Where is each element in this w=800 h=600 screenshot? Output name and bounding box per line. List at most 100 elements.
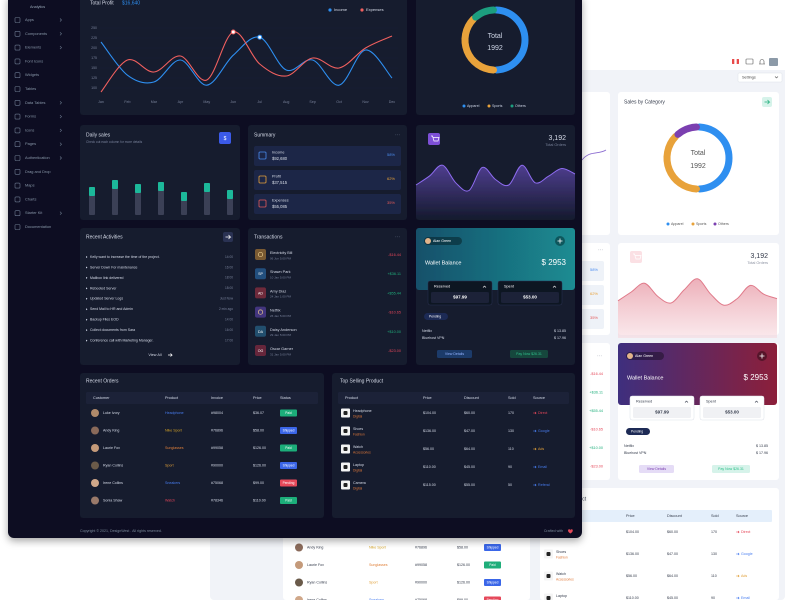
label: 24 Jan 1:00 PM xyxy=(270,295,292,299)
bar-cap xyxy=(227,190,233,199)
transaction-icon xyxy=(255,287,266,299)
x-tick-label: Jul xyxy=(257,100,262,104)
bar-cap xyxy=(112,180,118,189)
label: -$10.65 xyxy=(590,428,603,432)
pay-button[interactable] xyxy=(712,465,750,473)
activity-time: 14:00 xyxy=(225,255,233,259)
menu-icon xyxy=(14,30,21,37)
label: Laptop xyxy=(556,594,567,598)
label: Electricity Bill xyxy=(270,251,293,255)
orders-label: Total Orders xyxy=(747,261,768,265)
column-header: Product xyxy=(165,396,179,400)
view-all: View All xyxy=(148,353,161,357)
x-tick-label: Dec xyxy=(389,100,396,104)
donut-segment xyxy=(663,132,700,193)
back-profit-line xyxy=(581,149,607,161)
x-tick-label: Feb xyxy=(124,100,130,104)
legend-label: Sports xyxy=(696,222,707,226)
label: $126.00 xyxy=(457,580,470,584)
transaction-icon xyxy=(255,345,266,356)
menu-item: Elements xyxy=(25,45,41,50)
label: Paid xyxy=(285,498,292,502)
label: Irene Collins xyxy=(307,598,327,600)
label: $110.00 xyxy=(626,596,639,600)
menu-item: Font Icons xyxy=(25,58,43,63)
status-badge xyxy=(280,427,297,434)
bullet xyxy=(86,266,88,269)
label: Direct xyxy=(538,411,547,415)
y-tick-label: 225 xyxy=(91,36,97,40)
orders-total: 3,192 xyxy=(750,253,768,260)
status-badge xyxy=(484,544,501,551)
heart xyxy=(568,529,573,534)
label: Sneakers xyxy=(369,598,384,600)
activity-text: Updated Server Logs xyxy=(90,297,123,301)
menu-icon xyxy=(14,86,21,92)
chevron xyxy=(754,400,759,403)
label: $37,515 xyxy=(272,180,288,185)
orders-icon xyxy=(428,133,440,145)
donut-segment xyxy=(696,123,733,193)
label: +$55.44 xyxy=(387,291,401,295)
user-avatar xyxy=(627,353,633,359)
daily-icon xyxy=(219,132,231,144)
wallet-value-bg xyxy=(501,292,559,303)
label: 62% xyxy=(387,176,395,181)
pay-button[interactable] xyxy=(510,350,548,358)
label: Laptop xyxy=(353,463,364,467)
card xyxy=(416,0,575,115)
product-glyph xyxy=(343,483,348,487)
label: Netflix xyxy=(422,329,432,333)
label: 90 xyxy=(711,596,715,600)
activity-text: Collect documents from Sara xyxy=(90,328,135,332)
source-arrow xyxy=(736,552,740,556)
activity-text: Conference call with Marketing Manager. xyxy=(90,339,153,343)
summary-icon xyxy=(258,151,267,160)
menu-icon xyxy=(14,169,21,175)
menu-item: Widgets xyxy=(25,72,39,77)
label: Sport xyxy=(369,580,378,584)
label: Ads xyxy=(538,447,544,451)
legend-dot xyxy=(487,104,491,108)
product-glyph xyxy=(343,411,348,415)
label: 170 xyxy=(711,530,717,534)
details-button[interactable] xyxy=(639,465,674,473)
label: 110 xyxy=(711,574,717,578)
product-glyph xyxy=(546,574,551,578)
x-tick-label: Mar xyxy=(151,100,158,104)
column-header: Customer xyxy=(93,396,110,400)
customer-avatar xyxy=(91,479,99,487)
source-arrow xyxy=(533,411,537,415)
summary-row xyxy=(254,170,401,190)
bullet xyxy=(86,287,88,290)
label: Paid xyxy=(285,411,292,415)
label: $126.00 xyxy=(253,446,266,450)
label: $ 13.85 xyxy=(554,329,566,333)
label: $99.00 xyxy=(457,598,468,600)
label: $45.00 xyxy=(464,465,475,469)
label: $60.00 xyxy=(464,411,475,415)
legend-label: Expenses xyxy=(366,7,384,12)
label: $ 17.96 xyxy=(554,336,566,340)
label: Wallet Balance xyxy=(425,260,461,266)
label: $ 2953 xyxy=(744,373,769,382)
label: Total xyxy=(488,33,503,40)
settings-select[interactable] xyxy=(737,72,783,83)
label: $47.00 xyxy=(464,429,475,433)
details-button[interactable] xyxy=(437,350,472,358)
plus xyxy=(759,353,765,359)
status-badge xyxy=(484,579,501,586)
user-pill xyxy=(424,237,462,245)
status-pill xyxy=(424,313,448,320)
label: Spent xyxy=(504,285,515,289)
label: 26 Jan 5:00 PM xyxy=(270,314,292,318)
label: $55,085 xyxy=(272,204,288,209)
donut-segment xyxy=(472,6,498,21)
menu-item: Charts xyxy=(25,196,37,201)
label: Amy Diaz xyxy=(270,289,286,293)
label: Andy King xyxy=(307,545,323,549)
column-header: Status xyxy=(280,396,291,400)
status-badge xyxy=(280,479,297,487)
legend-dot xyxy=(691,222,695,226)
